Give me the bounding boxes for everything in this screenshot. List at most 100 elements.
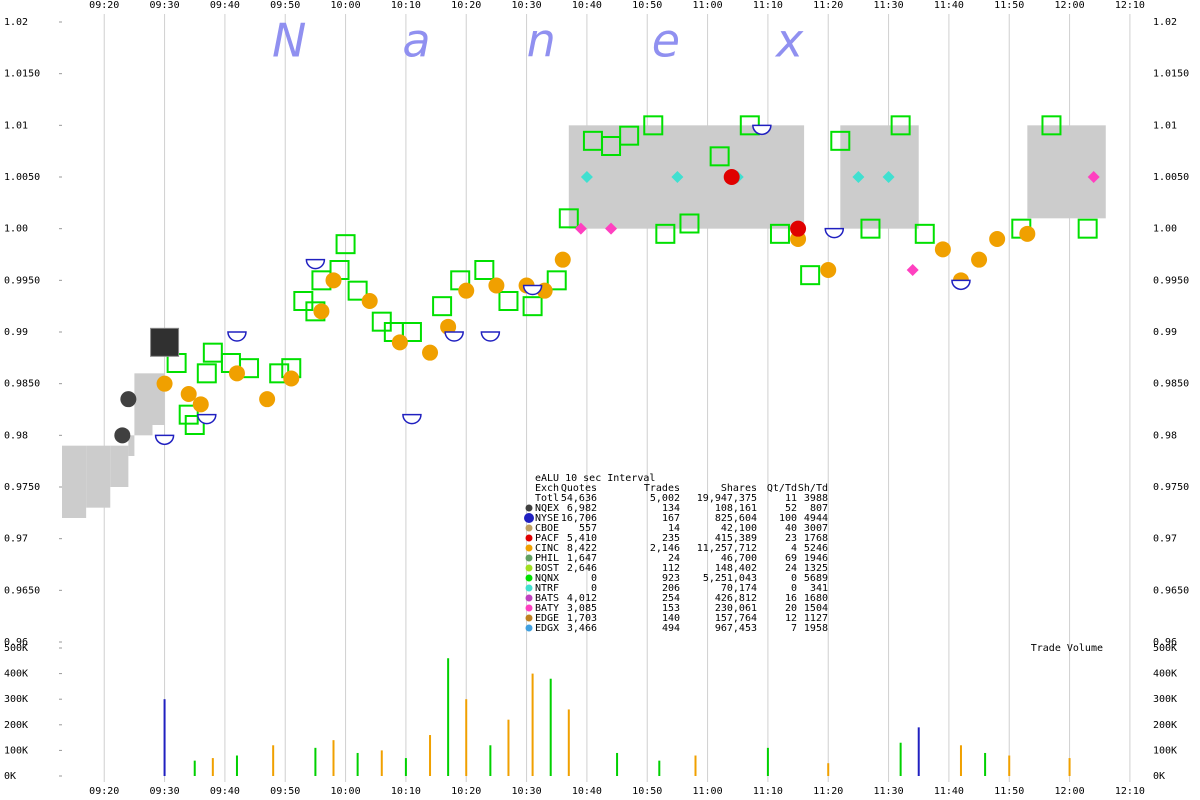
y-tick-label: 400K: [1153, 669, 1177, 680]
legend-marker: [525, 584, 533, 592]
x-tick-label: 10:10: [391, 0, 421, 11]
trade-marker: [971, 251, 988, 268]
x-tick-label: 11:20: [813, 0, 843, 11]
volume-bar: [616, 752, 619, 776]
spread-band: [128, 435, 135, 456]
table-cell: 1680: [804, 593, 828, 604]
trade-marker: [800, 265, 821, 286]
y-tick-label: 200K: [1153, 720, 1177, 731]
x-tick-label: 11:00: [693, 786, 723, 797]
table-cell: 5,251,043: [703, 573, 757, 584]
y-tick-label: 0K: [4, 771, 16, 782]
trade-marker: [422, 344, 439, 361]
volume-bar: [899, 742, 902, 776]
trade-marker: [522, 284, 543, 296]
table-cell: 140: [662, 613, 680, 624]
trade-marker: [1087, 171, 1100, 183]
table-cell: 20: [785, 603, 797, 614]
x-tick-label: 11:10: [753, 786, 783, 797]
trade-marker: [371, 311, 392, 332]
volume-bar: [694, 755, 697, 776]
x-tick-label: 09:50: [270, 786, 300, 797]
x-tick-label: 10:40: [572, 0, 602, 11]
trade-marker: [202, 342, 223, 363]
table-cell: 2,146: [650, 543, 680, 554]
table-cell: 54,636: [561, 493, 597, 504]
trade-marker: [196, 363, 217, 384]
table-cell: 148,402: [715, 563, 757, 574]
volume-bar: [163, 699, 166, 776]
table-cell: 206: [662, 583, 680, 594]
spread-band: [110, 445, 129, 487]
table-cell: 1,703: [567, 613, 597, 624]
y-tick-label: 1.0150: [4, 69, 40, 80]
table-cell: 341: [810, 583, 828, 594]
trade-marker: [914, 223, 935, 244]
x-tick-label: 10:00: [331, 786, 361, 797]
y-tick-label: 0.99: [4, 327, 28, 338]
volume-bar: [917, 727, 920, 776]
x-tick-label: 11:40: [934, 786, 964, 797]
table-cell: 24: [785, 563, 797, 574]
trade-marker: [197, 413, 217, 425]
trade-marker: [1077, 218, 1098, 239]
trade-marker: [480, 331, 501, 342]
table-cell: 42,100: [721, 523, 757, 534]
trade-marker: [227, 331, 247, 342]
table-cell: 4,012: [567, 593, 597, 604]
y-tick-label: 300K: [4, 694, 28, 705]
trade-marker: [1041, 115, 1062, 136]
volume-bar: [272, 745, 275, 776]
x-tick-label: 11:50: [994, 786, 1024, 797]
trade-marker: [723, 169, 740, 185]
table-cell: 6,982: [567, 503, 597, 514]
table-cell: 40: [785, 523, 797, 534]
table-cell: 1127: [804, 613, 828, 624]
volume-bar: [827, 763, 830, 776]
trade-marker: [474, 260, 495, 280]
y-tick-label: 0.9850: [4, 379, 40, 390]
trade-marker: [820, 262, 837, 278]
volume-bar: [549, 678, 552, 776]
trade-marker: [558, 208, 579, 229]
table-cell: 69: [785, 553, 797, 564]
y-tick-label: 100K: [4, 745, 28, 756]
table-cell: 3988: [804, 493, 828, 504]
table-cell: 4944: [804, 513, 828, 524]
legend-marker: [525, 574, 533, 582]
trade-marker: [1019, 225, 1036, 242]
trade-marker: [752, 124, 772, 136]
volume-bar: [211, 758, 214, 776]
trade-marker: [432, 296, 453, 317]
table-cell: NTRF: [535, 583, 559, 594]
table-cell: 5,410: [567, 533, 597, 544]
legend-marker: [525, 544, 533, 552]
trade-marker: [546, 270, 567, 291]
table-header: Shares: [721, 483, 757, 494]
x-tick-label: 12:10: [1115, 0, 1145, 11]
spread-band: [568, 125, 805, 229]
y-tick-label: 1.0050: [4, 172, 40, 183]
table-cell: 100: [779, 513, 797, 524]
x-tick-label: 11:30: [874, 0, 904, 11]
spread-band: [840, 125, 919, 229]
x-tick-label: 12:00: [1055, 0, 1085, 11]
legend-marker: [525, 504, 533, 512]
table-cell: 2,646: [567, 563, 597, 574]
y-tick-label: 1.0050: [1153, 172, 1189, 183]
table-cell: 108,161: [715, 503, 757, 514]
trade-marker: [313, 303, 330, 320]
volume-bar: [984, 752, 987, 776]
x-tick-label: 10:20: [451, 786, 481, 797]
table-cell: 0: [591, 573, 597, 584]
legend-marker: [525, 614, 533, 622]
trade-marker: [192, 396, 209, 413]
y-tick-label: 0K: [1153, 771, 1165, 782]
table-cell: 0: [791, 573, 797, 584]
trade-marker: [852, 171, 865, 183]
table-cell: BATS: [535, 593, 559, 604]
volume-bar: [314, 747, 317, 776]
trade-marker: [906, 264, 919, 276]
x-tick-label: 11:20: [813, 786, 843, 797]
volume-title: Trade Volume: [1031, 643, 1103, 654]
